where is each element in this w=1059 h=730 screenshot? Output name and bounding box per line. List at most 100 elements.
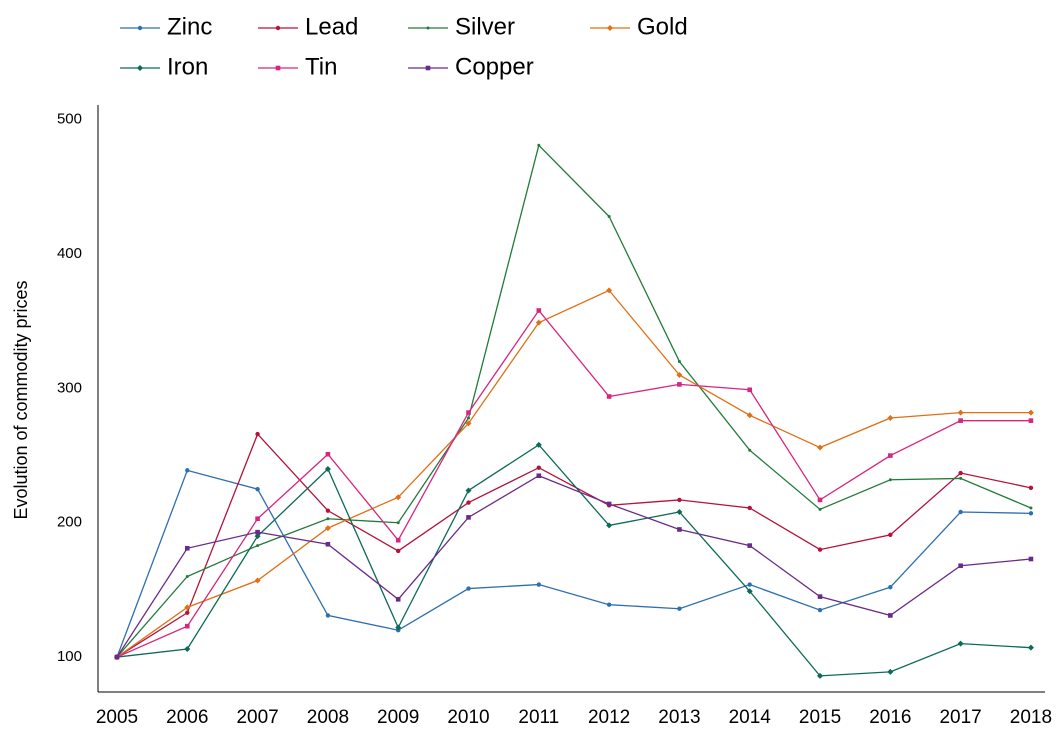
point — [466, 586, 471, 591]
point — [326, 517, 330, 521]
point — [747, 582, 752, 587]
x-tick-label: 2014 — [729, 707, 772, 728]
point — [395, 624, 402, 631]
legend-label: Copper — [455, 53, 534, 80]
point — [958, 470, 963, 476]
y-axis-label: Evolution of commodity prices — [11, 280, 31, 519]
point — [1029, 506, 1033, 510]
point — [184, 545, 190, 551]
point — [255, 486, 260, 492]
point — [395, 548, 401, 554]
point — [606, 522, 613, 529]
point — [957, 409, 964, 416]
series-line — [116, 432, 1032, 658]
point — [677, 497, 682, 503]
point — [395, 494, 402, 501]
point — [1027, 409, 1034, 416]
point — [536, 582, 542, 587]
point — [887, 414, 894, 421]
point — [275, 65, 281, 71]
point — [958, 418, 963, 423]
point — [817, 444, 824, 451]
point — [256, 544, 260, 548]
series-line — [116, 443, 1031, 677]
point — [677, 382, 682, 387]
point — [746, 412, 753, 419]
legend-label: Silver — [455, 13, 515, 40]
point — [817, 607, 823, 613]
point — [536, 465, 542, 470]
point — [957, 640, 964, 647]
point — [254, 577, 261, 584]
point — [254, 533, 261, 540]
point — [677, 360, 681, 364]
y-tick-label: 200 — [57, 514, 82, 531]
point — [676, 371, 683, 378]
point — [184, 604, 191, 611]
point — [465, 487, 472, 494]
point — [536, 308, 542, 313]
x-tick-label: 2009 — [377, 707, 419, 728]
point — [185, 574, 189, 578]
point — [888, 532, 893, 538]
point — [184, 623, 190, 629]
point — [818, 507, 822, 511]
point — [958, 563, 963, 569]
series-line — [116, 144, 1032, 658]
point — [324, 525, 331, 532]
point — [114, 654, 120, 660]
y-tick-label: 400 — [57, 245, 82, 262]
point — [535, 319, 542, 326]
point — [395, 537, 401, 543]
point — [325, 508, 331, 513]
point — [887, 668, 894, 675]
point — [607, 25, 613, 31]
point — [465, 420, 472, 427]
point — [466, 500, 471, 505]
point — [817, 497, 823, 503]
x-tick-label: 2016 — [869, 707, 911, 728]
point — [1028, 418, 1034, 423]
point — [606, 394, 612, 399]
point — [817, 594, 823, 599]
point — [606, 501, 612, 507]
point — [325, 451, 331, 457]
point — [817, 672, 824, 679]
point — [255, 529, 260, 535]
point — [606, 602, 612, 607]
point — [255, 516, 260, 522]
legend-label: Lead — [305, 13, 358, 40]
point — [137, 65, 143, 71]
point — [677, 606, 682, 611]
point — [746, 588, 753, 595]
point — [1028, 556, 1034, 562]
point — [817, 547, 823, 552]
point — [747, 387, 753, 393]
point — [137, 25, 143, 31]
point — [426, 26, 430, 30]
series-line — [116, 309, 1031, 658]
point — [536, 473, 542, 479]
point — [466, 410, 471, 415]
point — [958, 509, 963, 515]
x-tick-label: 2012 — [588, 707, 630, 728]
x-tick-label: 2010 — [447, 707, 489, 728]
x-tick-label: 2008 — [307, 707, 349, 728]
point — [607, 214, 611, 218]
point — [184, 646, 191, 653]
point — [747, 543, 753, 548]
point — [275, 25, 281, 31]
series-line — [116, 469, 1031, 658]
point — [425, 65, 431, 71]
point — [185, 468, 190, 473]
point — [395, 597, 401, 602]
point — [888, 453, 893, 458]
series-line — [116, 289, 1031, 658]
point — [888, 478, 892, 482]
y-tick-label: 100 — [57, 648, 82, 665]
x-tick-label: 2013 — [658, 707, 700, 728]
legend-label: Zinc — [167, 13, 212, 40]
x-tick-label: 2006 — [166, 707, 208, 728]
